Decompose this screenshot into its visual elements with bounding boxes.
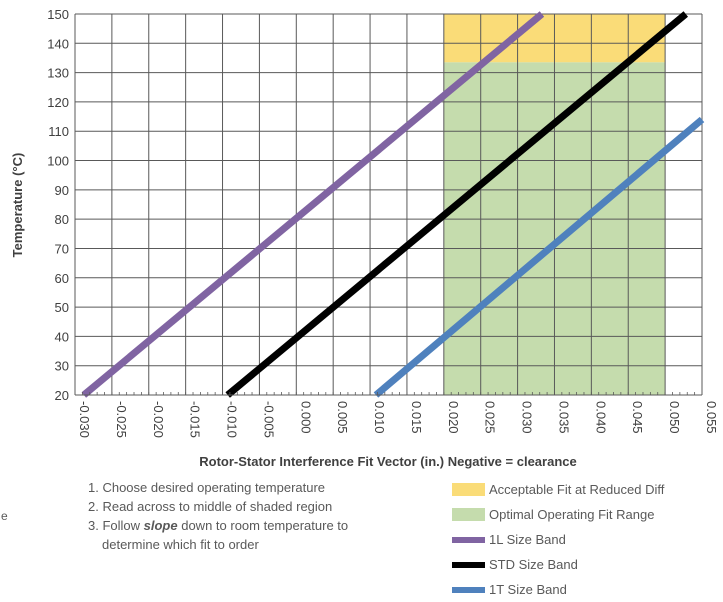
y-tick-label: 60 [55, 271, 69, 286]
legend-label-acceptable-fit: Acceptable Fit at Reduced Diff [489, 482, 665, 497]
x-tick-label: 0.050 [667, 401, 682, 434]
y-tick-label: 20 [55, 388, 69, 403]
y-tick-label: 80 [55, 212, 69, 227]
x-tick-label: -0.015 [188, 401, 203, 438]
legend-swatch-std [452, 562, 485, 568]
instruction-step-3-continued: determine which fit to order [102, 537, 259, 552]
series-line-2 [373, 116, 705, 398]
legend-label-1l: 1L Size Band [489, 532, 566, 547]
x-axis-label: Rotor-Stator Interference Fit Vector (in… [199, 454, 576, 469]
legend-label-optimal-fit: Optimal Operating Fit Range [489, 507, 655, 522]
instruction-step-3-post: down to room temperature to [177, 518, 349, 533]
x-tick-label: 0.045 [630, 401, 645, 434]
x-tick-label: -0.010 [225, 401, 240, 438]
y-tick-label: 50 [55, 300, 69, 315]
legend-label-std: STD Size Band [489, 557, 578, 572]
x-tick-label: 0.040 [593, 401, 608, 434]
x-tick-label: -0.025 [114, 401, 129, 438]
legend-label-1t: 1T Size Band [489, 582, 567, 597]
x-tick-label: 0.055 [704, 401, 719, 434]
x-tick-labels: -0.030 -0.025 -0.020 -0.015 -0.010 -0.005 0.00… [77, 401, 719, 438]
legend-swatch-acceptable-fit [452, 483, 485, 496]
y-tick-label: 130 [47, 66, 69, 81]
y-tick-label: 30 [55, 359, 69, 374]
x-tick-label: 0.035 [556, 401, 571, 434]
y-tick-label: 150 [47, 7, 69, 22]
instruction-step-3-pre: 3. Follow [88, 518, 144, 533]
y-tick-label: 90 [55, 183, 69, 198]
x-tick-label: -0.005 [261, 401, 276, 438]
y-tick-label: 70 [55, 241, 69, 256]
x-tick-label: 0.005 [335, 401, 350, 434]
axes [74, 14, 703, 396]
legend-swatch-1t [452, 587, 485, 593]
stray-text: e [1, 509, 8, 523]
x-tick-label: 0.025 [483, 401, 498, 434]
instruction-step-2: 2. Read across to middle of shaded regio… [88, 499, 333, 514]
series-line-0 [81, 11, 545, 398]
x-tick-label: -0.020 [151, 401, 166, 438]
x-tick-label: 0.010 [372, 401, 387, 434]
y-axis-label: Temperature (°C) [10, 153, 25, 258]
series-lines [81, 11, 705, 398]
instructions-list: 1. Choose desired operating temperature … [88, 478, 388, 554]
y-tick-labels: 20 30 40 50 60 70 80 90 100 110 120 130 140 150 [47, 7, 69, 403]
x-tick-label: 0.000 [298, 401, 313, 434]
x-tick-label: 0.020 [446, 401, 461, 434]
series-line-1 [225, 11, 689, 398]
instruction-step-1: 1. Choose desired operating temperature [88, 480, 326, 495]
y-tick-label: 110 [48, 124, 69, 139]
y-tick-label: 40 [55, 329, 69, 344]
instruction-step-3-emphasis: slope [143, 518, 178, 533]
y-tick-label: 140 [47, 36, 69, 51]
legend-swatch-1l [452, 537, 485, 543]
x-tick-label: 0.030 [520, 401, 535, 434]
y-tick-label: 100 [47, 154, 69, 169]
x-tick-label: -0.030 [77, 401, 92, 438]
x-tick-label: 0.015 [409, 401, 424, 434]
y-tick-label: 120 [47, 95, 69, 110]
instruction-step-3: 3. Follow slope down to room temperature… [88, 516, 388, 554]
legend-swatch-optimal-fit [452, 508, 485, 521]
